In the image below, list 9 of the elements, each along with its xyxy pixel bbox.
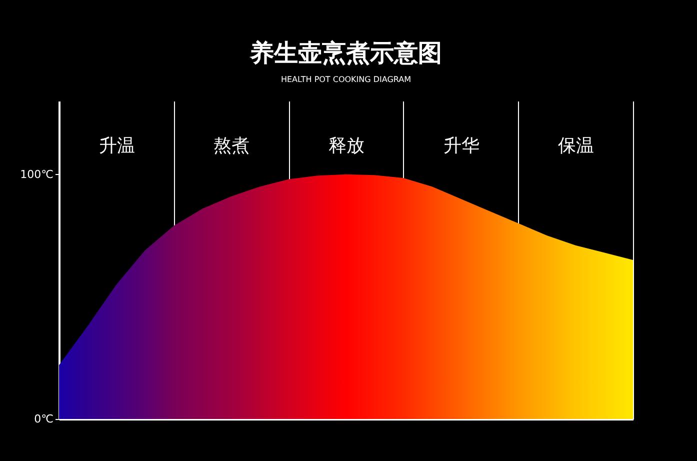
y-tick-label: 100℃ [20, 168, 54, 181]
x-tick-label: 释放 [328, 136, 364, 156]
y-tick-label: 0℃ [34, 412, 54, 426]
x-tick-label: 保温 [558, 136, 594, 156]
chart-title: 养生壶烹煮示意图 [249, 39, 442, 67]
x-tick-label: 升华 [443, 136, 480, 156]
chart-subtitle: HEALTH POT COOKING DIAGRAM [280, 75, 412, 84]
x-tick-label: 升温 [98, 136, 135, 156]
x-tick-label: 熬煮 [214, 136, 250, 156]
